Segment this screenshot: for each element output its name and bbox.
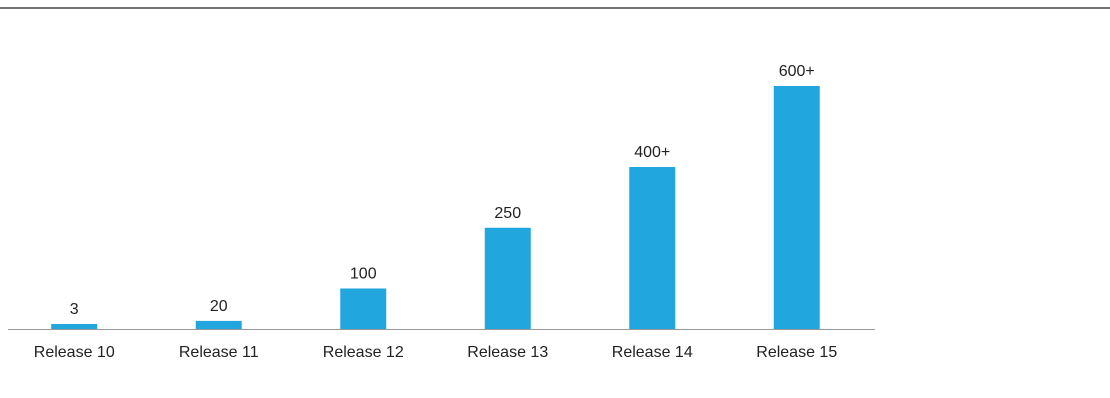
bar-value-label: 250 [494,205,521,222]
bars-group [51,86,820,329]
x-tick-label: Release 10 [34,344,115,361]
bar-release-13 [484,227,531,329]
x-tick-label: Release 14 [612,344,693,361]
x-tick-label: Release 12 [323,344,404,361]
bar-release-10 [51,324,98,329]
bar-value-label: 400+ [634,144,670,161]
bar-release-12 [340,288,387,329]
x-tick-labels: Release 10 Release 11 Release 12 Release 13… [34,344,838,361]
bar-release-11 [195,320,242,329]
value-labels-group: 3 20 100 250 400+ 600+ [70,63,815,318]
bar-value-label: 20 [210,298,228,315]
x-tick-label: Release 13 [467,344,548,361]
x-tick-label: Release 11 [179,344,259,361]
bar-release-15 [773,86,820,329]
bar-value-label: 100 [350,266,377,283]
x-tick-label: Release 15 [756,344,837,361]
bar-value-label: 3 [70,301,79,318]
bar-value-label: 600+ [779,63,815,80]
bar-release-14 [629,167,676,329]
